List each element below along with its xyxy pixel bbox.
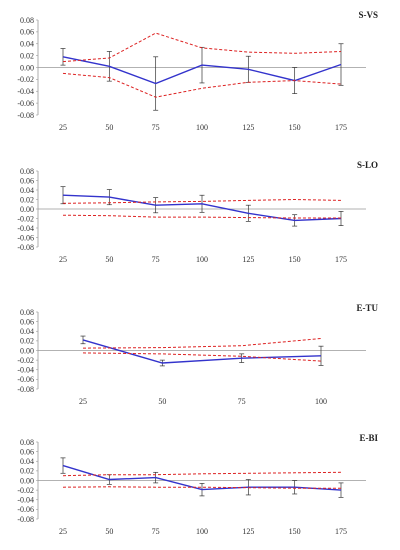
chart-title: S-LO <box>357 160 378 170</box>
x-tick-label: 50 <box>158 397 166 406</box>
y-tick-label: 0.06 <box>20 28 34 37</box>
y-tick-label: 0.00 <box>20 205 34 214</box>
y-tick-label: -0.06 <box>17 375 34 384</box>
chart-panel-s-vs: S-VS 0.08 0.06 0.04 0.02 0.00 -0.02 -0.04 -0.06 -… <box>17 10 378 132</box>
x-tick-label: 75 <box>152 527 160 536</box>
y-tick-label: -0.08 <box>17 243 34 252</box>
mean-line <box>62 194 342 222</box>
y-tick-label: -0.06 <box>17 505 34 514</box>
chart-title: E-TU <box>356 303 378 313</box>
y-tick-label: 0.04 <box>20 186 34 195</box>
y-tick-label: 0.04 <box>20 40 34 49</box>
y-tick-label: 0.00 <box>20 476 34 485</box>
x-tick-label: 50 <box>105 255 113 264</box>
y-tick-label: -0.02 <box>17 356 34 365</box>
mean-line <box>62 464 342 491</box>
chart-panel-s-lo: S-LO 0.080.060.040.020.00-0.02-0.04-0.06-… <box>17 160 378 264</box>
x-tick-label: 175 <box>335 527 347 536</box>
y-tick-label: 0.02 <box>20 467 34 476</box>
x-tick-label: 125 <box>242 527 254 536</box>
x-tick-label: 50 <box>105 527 113 536</box>
upper-bound-line <box>62 471 342 477</box>
chart-panel-e-bi: E-BI 0.080.060.040.020.00-0.02-0.04-0.06-… <box>17 433 378 536</box>
x-tick-label: 175 <box>335 255 347 264</box>
y-tick-label: -0.08 <box>17 515 34 524</box>
x-tick-label: 175 <box>335 123 347 132</box>
x-tick-label: 25 <box>59 527 67 536</box>
x-tick-label: 50 <box>105 123 113 132</box>
x-tick-label: 150 <box>289 255 301 264</box>
x-tick-label: 100 <box>196 255 208 264</box>
y-tick-label: 0.00 <box>20 346 34 355</box>
y-tick-label: 0.08 <box>20 438 34 447</box>
x-tick-label: 125 <box>242 123 254 132</box>
upper-bound-line <box>62 32 342 63</box>
x-tick-label: 100 <box>315 397 327 406</box>
x-tick-label: 150 <box>289 527 301 536</box>
x-tick-label: 25 <box>79 397 87 406</box>
x-tick-label: 75 <box>152 123 160 132</box>
y-tick-label: -0.02 <box>17 75 34 84</box>
y-tick-label: -0.04 <box>17 87 34 96</box>
y-tick-label: 0.08 <box>20 308 34 317</box>
y-tick-label: 0.04 <box>20 327 34 336</box>
y-tick-label: 0.02 <box>20 51 34 60</box>
upper-bound-line <box>82 338 322 349</box>
chart-title: S-VS <box>358 10 378 20</box>
x-tick-label: 25 <box>59 123 67 132</box>
y-tick-label: -0.06 <box>17 233 34 242</box>
chart-panel-e-tu: E-TU 0.080.060.040.020.00-0.02-0.04-0.06-… <box>17 303 378 406</box>
y-tick-label: -0.04 <box>17 496 34 505</box>
x-tick-label: 100 <box>196 527 208 536</box>
y-tick-label: 0.08 <box>20 167 34 176</box>
y-tick-label: -0.02 <box>17 214 34 223</box>
y-tick-label: -0.06 <box>17 99 34 108</box>
y-tick-label: 0.06 <box>20 176 34 185</box>
lower-bound-line <box>62 214 341 219</box>
upper-bound-line <box>62 198 342 204</box>
lower-bound-line <box>62 72 342 98</box>
y-tick-label: -0.08 <box>17 385 34 394</box>
x-tick-label: 125 <box>242 255 254 264</box>
lower-bound-line <box>62 486 341 489</box>
y-tick-label: 0.06 <box>20 447 34 456</box>
x-tick-label: 150 <box>289 123 301 132</box>
y-tick-label: 0.00 <box>20 63 34 72</box>
y-tick-label: -0.08 <box>17 111 34 120</box>
x-tick-label: 25 <box>59 255 67 264</box>
y-tick-label: -0.02 <box>17 486 34 495</box>
y-tick-label: 0.08 <box>20 16 34 25</box>
x-tick-label: 75 <box>238 397 246 406</box>
mean-line <box>82 339 322 364</box>
y-tick-label: 0.04 <box>20 457 34 466</box>
y-tick-label: -0.04 <box>17 224 34 233</box>
y-tick-label: 0.06 <box>20 317 34 326</box>
y-tick-label: 0.02 <box>20 337 34 346</box>
y-tick-label: -0.04 <box>17 366 34 375</box>
x-tick-label: 100 <box>196 123 208 132</box>
chart-title: E-BI <box>359 433 378 443</box>
x-tick-label: 75 <box>152 255 160 264</box>
y-tick-label: 0.02 <box>20 195 34 204</box>
